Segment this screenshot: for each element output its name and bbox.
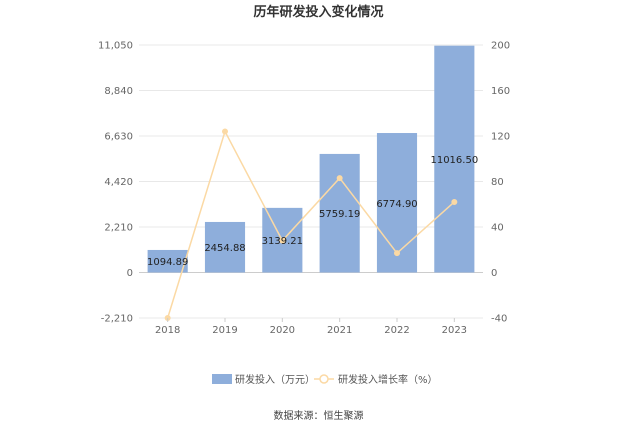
legend-line-label: 研发投入增长率（%） bbox=[338, 373, 438, 386]
bar-value-label: 5759.19 bbox=[319, 209, 360, 220]
y-right-tick-label: 200 bbox=[491, 41, 510, 52]
growth-point bbox=[336, 175, 343, 182]
grid-lines bbox=[139, 44, 483, 319]
line-series bbox=[164, 128, 458, 321]
growth-point bbox=[222, 128, 228, 135]
y-right-tick-label: 40 bbox=[491, 223, 504, 234]
legend: 研发投入（万元） 研发投入增长率（%） bbox=[212, 373, 438, 386]
bar bbox=[319, 153, 360, 273]
y-left-tick-label: 6,630 bbox=[104, 132, 133, 143]
x-tick-label: 2018 bbox=[155, 325, 180, 336]
y-axis-left: 11,050 8,840 6,630 4,420 2,210 0 -2,210 bbox=[98, 41, 133, 325]
y-right-tick-label: 80 bbox=[491, 177, 504, 188]
growth-point bbox=[279, 237, 286, 244]
y-right-tick-label: 0 bbox=[491, 268, 497, 279]
chart-title: 历年研发投入变化情况 bbox=[253, 4, 383, 20]
bar-value-label: 11016.50 bbox=[430, 155, 478, 166]
source-note: 数据来源：恒生聚源 bbox=[274, 409, 364, 422]
y-right-tick-label: -40 bbox=[491, 314, 507, 325]
y-right-tick-label: 120 bbox=[491, 132, 510, 143]
y-left-tick-label: 4,420 bbox=[104, 177, 133, 188]
legend-bar-swatch bbox=[212, 374, 232, 384]
growth-line bbox=[166, 129, 455, 319]
bar-value-label: 2454.88 bbox=[204, 243, 245, 254]
x-axis: 2018 2019 2020 2021 2022 2023 bbox=[155, 318, 467, 336]
x-tick-label: 2021 bbox=[327, 325, 352, 336]
bar-value-label: 1094.89 bbox=[147, 257, 188, 268]
x-tick-label: 2023 bbox=[442, 325, 467, 336]
bar bbox=[147, 249, 188, 273]
bar-series bbox=[147, 45, 475, 273]
y-axis-right: 200 160 120 80 40 0 -40 bbox=[491, 41, 510, 325]
bar bbox=[434, 45, 475, 273]
y-left-tick-label: 11,050 bbox=[98, 41, 133, 52]
legend-line-marker bbox=[319, 374, 329, 384]
y-left-tick-label: -2,210 bbox=[101, 314, 133, 325]
x-tick-label: 2020 bbox=[270, 325, 295, 336]
y-left-tick-label: 2,210 bbox=[104, 223, 133, 234]
bar-labels: 1094.89 2454.88 3139.21 5759.19 6774.90 11016… bbox=[147, 155, 478, 268]
bar-value-label: 6774.90 bbox=[376, 199, 417, 210]
bar bbox=[204, 221, 246, 273]
bar-value-label: 3139.21 bbox=[262, 236, 303, 247]
y-right-tick-label: 160 bbox=[491, 86, 510, 97]
x-tick-label: 2019 bbox=[212, 325, 237, 336]
x-tick-label: 2022 bbox=[384, 325, 409, 336]
legend-bar-label: 研发投入（万元） bbox=[235, 373, 315, 386]
y-left-tick-label: 0 bbox=[127, 268, 133, 279]
bar bbox=[376, 133, 418, 273]
growth-point bbox=[451, 198, 458, 205]
growth-point bbox=[394, 250, 400, 257]
y-left-tick-label: 8,840 bbox=[104, 86, 133, 97]
